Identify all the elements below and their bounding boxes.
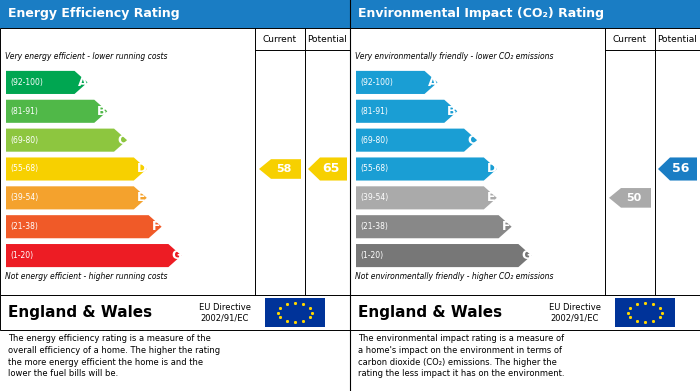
Text: G: G xyxy=(171,249,181,262)
Text: Very environmentally friendly - lower CO₂ emissions: Very environmentally friendly - lower CO… xyxy=(355,52,554,61)
Text: C: C xyxy=(468,134,477,147)
Text: EU Directive
2002/91/EC: EU Directive 2002/91/EC xyxy=(199,303,251,322)
Polygon shape xyxy=(356,244,531,267)
Text: (69-80): (69-80) xyxy=(10,136,38,145)
Text: D: D xyxy=(486,163,497,176)
Text: 58: 58 xyxy=(276,164,291,174)
Polygon shape xyxy=(259,159,301,179)
Bar xyxy=(350,0,700,28)
Polygon shape xyxy=(658,158,697,181)
Text: (55-68): (55-68) xyxy=(360,165,388,174)
Text: (81-91): (81-91) xyxy=(10,107,38,116)
Text: F: F xyxy=(502,220,511,233)
Polygon shape xyxy=(6,71,88,94)
Text: B: B xyxy=(447,105,457,118)
Polygon shape xyxy=(356,158,497,181)
Text: (1-20): (1-20) xyxy=(360,251,383,260)
Polygon shape xyxy=(6,100,107,123)
Polygon shape xyxy=(6,158,147,181)
Text: The environmental impact rating is a measure of
a home's impact on the environme: The environmental impact rating is a mea… xyxy=(358,334,564,378)
Text: E: E xyxy=(487,191,496,204)
Bar xyxy=(350,295,700,330)
Text: (55-68): (55-68) xyxy=(10,165,38,174)
Text: The energy efficiency rating is a measure of the
overall efficiency of a home. T: The energy efficiency rating is a measur… xyxy=(8,334,220,378)
Text: 50: 50 xyxy=(626,193,641,203)
Text: Potential: Potential xyxy=(657,34,697,43)
Text: 56: 56 xyxy=(673,163,690,176)
Text: (21-38): (21-38) xyxy=(360,222,388,231)
Bar xyxy=(350,28,700,295)
Text: Current: Current xyxy=(613,34,647,43)
Text: F: F xyxy=(152,220,161,233)
Text: C: C xyxy=(118,134,127,147)
Text: A: A xyxy=(78,76,87,89)
Text: (92-100): (92-100) xyxy=(360,78,393,87)
Text: Not environmentally friendly - higher CO₂ emissions: Not environmentally friendly - higher CO… xyxy=(355,272,554,281)
Bar xyxy=(265,298,325,327)
Text: Environmental Impact (CO₂) Rating: Environmental Impact (CO₂) Rating xyxy=(358,7,604,20)
Text: (21-38): (21-38) xyxy=(10,222,38,231)
Text: England & Wales: England & Wales xyxy=(358,305,502,320)
Bar xyxy=(0,28,350,295)
Bar xyxy=(615,298,675,327)
Text: (1-20): (1-20) xyxy=(10,251,33,260)
Text: (69-80): (69-80) xyxy=(360,136,388,145)
Polygon shape xyxy=(6,187,147,210)
Text: (39-54): (39-54) xyxy=(360,194,389,203)
Polygon shape xyxy=(356,129,477,152)
Polygon shape xyxy=(308,158,347,181)
Text: A: A xyxy=(428,76,437,89)
Polygon shape xyxy=(6,215,162,238)
Text: G: G xyxy=(521,249,531,262)
Text: 65: 65 xyxy=(323,163,339,176)
Text: EU Directive
2002/91/EC: EU Directive 2002/91/EC xyxy=(549,303,601,322)
Bar xyxy=(0,295,350,330)
Text: Very energy efficient - lower running costs: Very energy efficient - lower running co… xyxy=(5,52,167,61)
Text: D: D xyxy=(136,163,147,176)
Polygon shape xyxy=(356,71,438,94)
Polygon shape xyxy=(6,244,181,267)
Polygon shape xyxy=(356,100,457,123)
Text: Potential: Potential xyxy=(307,34,347,43)
Text: Current: Current xyxy=(263,34,297,43)
Text: Energy Efficiency Rating: Energy Efficiency Rating xyxy=(8,7,180,20)
Text: B: B xyxy=(97,105,107,118)
Text: Not energy efficient - higher running costs: Not energy efficient - higher running co… xyxy=(5,272,167,281)
Polygon shape xyxy=(356,187,497,210)
Bar xyxy=(0,0,350,28)
Polygon shape xyxy=(356,215,512,238)
Text: (92-100): (92-100) xyxy=(10,78,43,87)
Text: (81-91): (81-91) xyxy=(360,107,388,116)
Polygon shape xyxy=(609,188,651,208)
Text: England & Wales: England & Wales xyxy=(8,305,152,320)
Text: (39-54): (39-54) xyxy=(10,194,38,203)
Polygon shape xyxy=(6,129,127,152)
Text: E: E xyxy=(137,191,146,204)
